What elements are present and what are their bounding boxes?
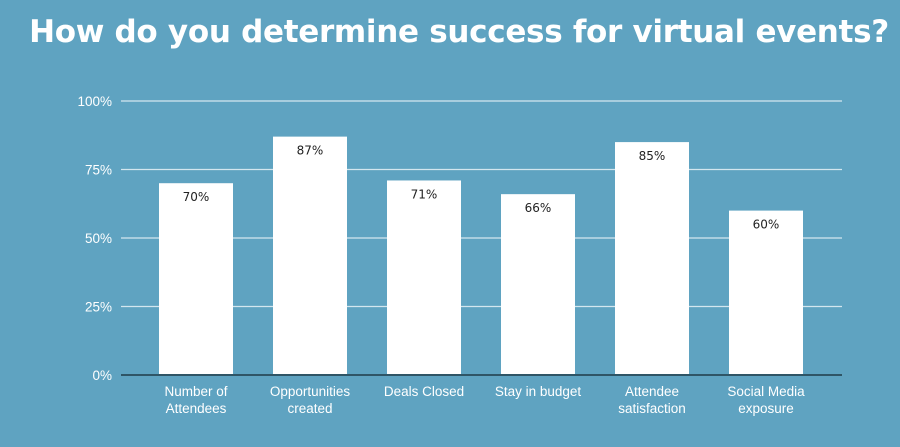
bar — [273, 136, 347, 375]
bar-value-label: 70% — [183, 190, 210, 204]
y-axis-ticks: 0% 25% 50% 75% 100% — [77, 94, 112, 383]
bar-value-label: 66% — [525, 201, 552, 215]
bar — [729, 210, 803, 375]
y-tick-label: 0% — [92, 368, 112, 383]
bars — [159, 136, 803, 375]
bar-value-label: 60% — [753, 218, 780, 232]
bar — [387, 180, 461, 375]
x-axis-ticks: Number of Attendees Opportunities created De… — [164, 384, 805, 416]
y-tick-label: 50% — [85, 231, 112, 246]
data-labels: 70% 87% 71% 66% 85% 60% — [183, 144, 780, 232]
bar — [501, 194, 575, 375]
chart-title: How do you determine success for virtual… — [29, 14, 889, 50]
x-tick-label: Opportunities created — [270, 384, 351, 416]
gridlines — [121, 100, 842, 308]
x-tick-label: Stay in budget — [495, 384, 582, 399]
bar-value-label: 87% — [297, 144, 324, 158]
bar — [159, 183, 233, 375]
x-tick-label: Number of Attendees — [164, 384, 227, 416]
x-tick-label: Attendee satisfaction — [618, 384, 686, 416]
bar — [615, 142, 689, 375]
x-tick-label: Deals Closed — [384, 384, 464, 399]
bar-value-label: 85% — [639, 149, 666, 163]
x-tick-label: Social Media exposure — [727, 384, 805, 416]
y-tick-label: 25% — [85, 300, 112, 315]
y-tick-label: 100% — [77, 94, 112, 109]
y-tick-label: 75% — [85, 163, 112, 178]
bar-value-label: 71% — [411, 187, 438, 201]
